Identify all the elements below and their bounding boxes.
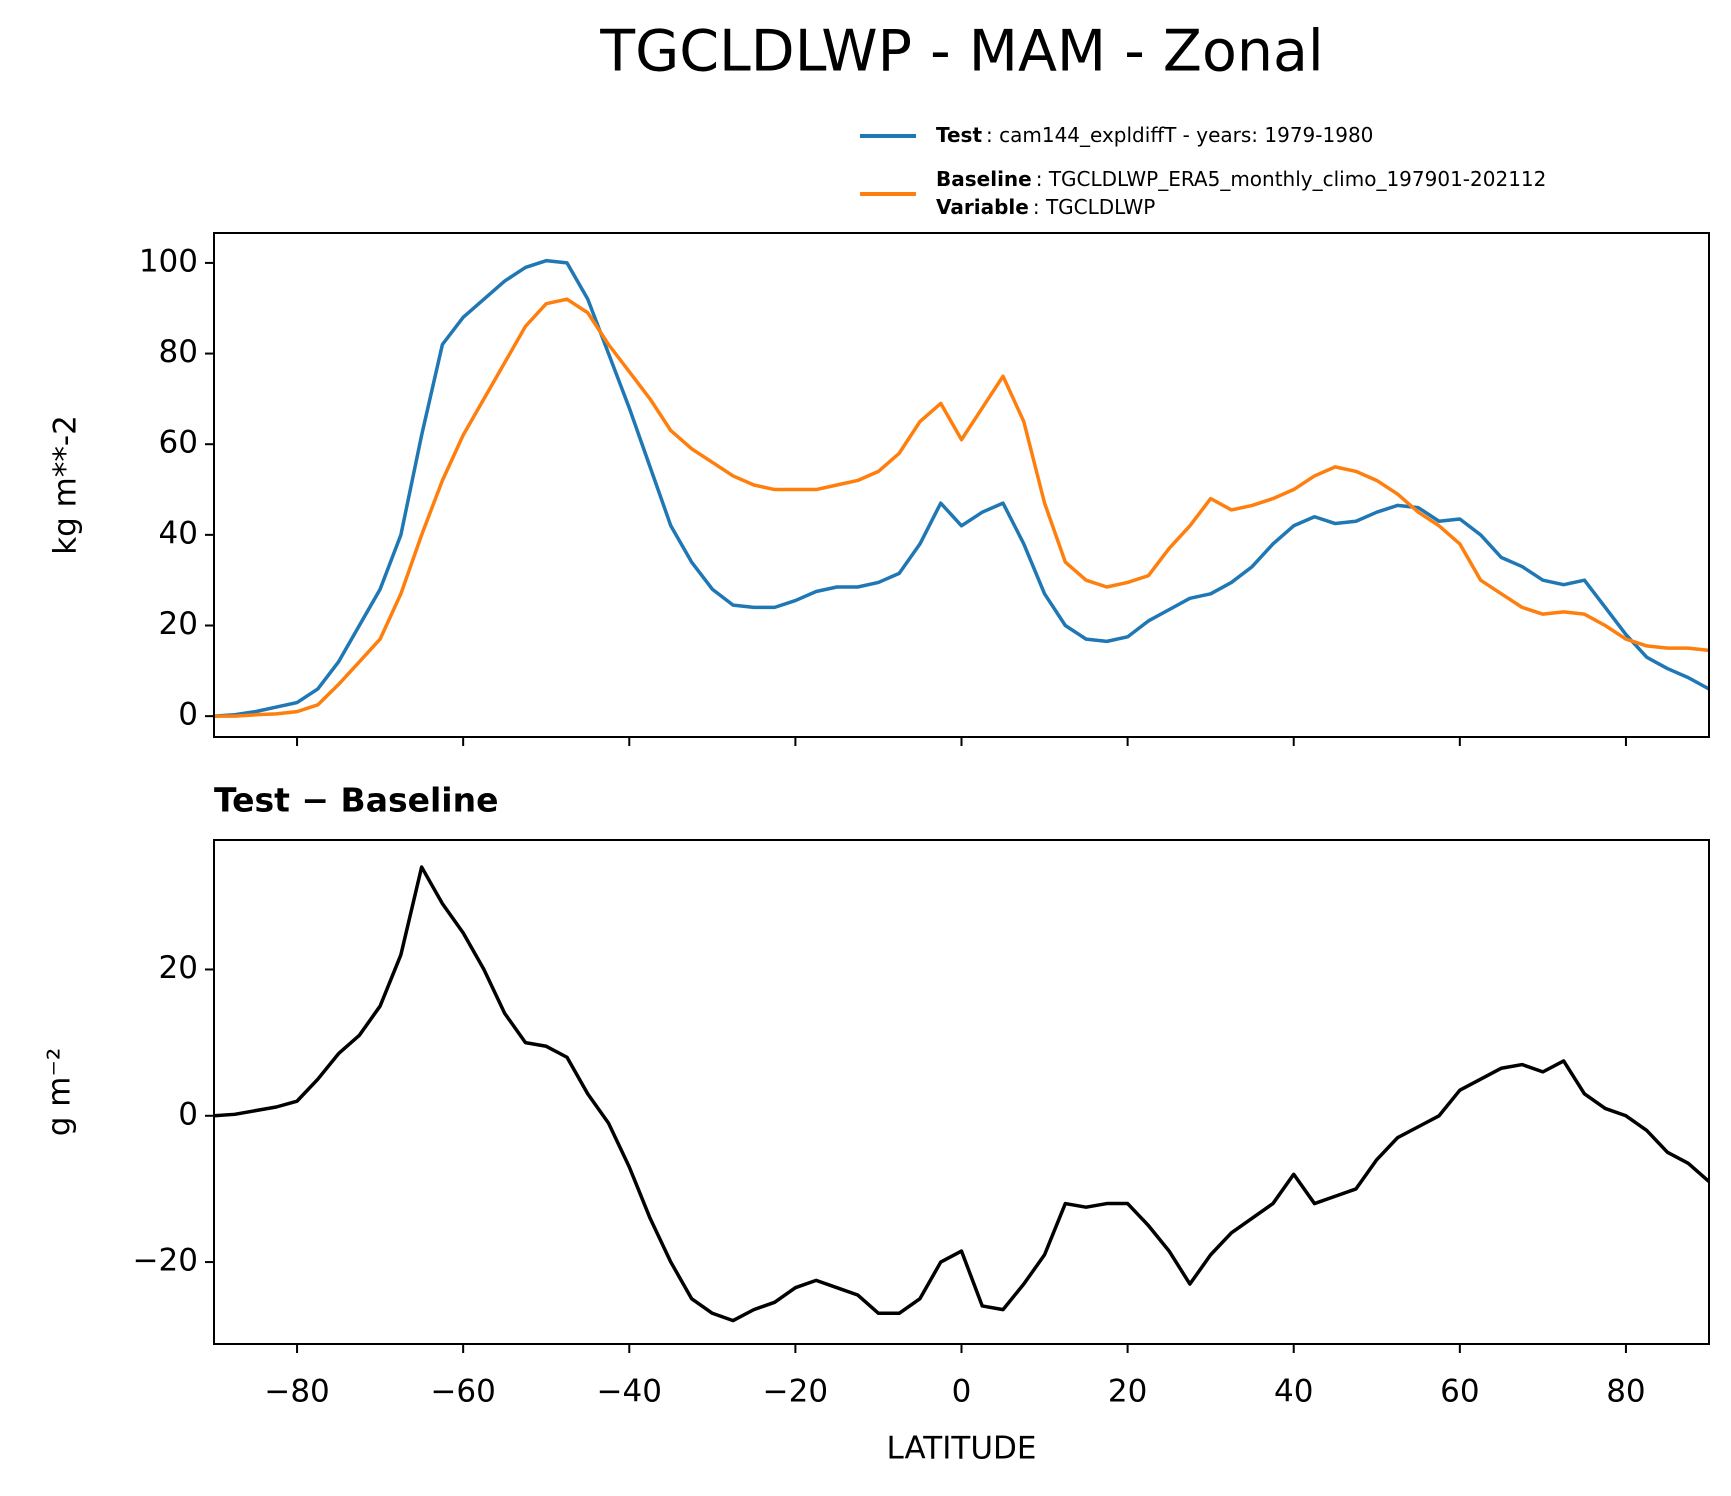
data-line bbox=[214, 297, 1709, 718]
subplot-title: Test − Baseline bbox=[214, 781, 499, 820]
data-line bbox=[214, 258, 1709, 718]
data-line bbox=[214, 865, 1709, 1323]
legend-label: Variable: TGCLDLWP bbox=[936, 195, 1155, 219]
y-tick-label: 80 bbox=[159, 334, 198, 370]
figure-title: TGCLDLWP - MAM - Zonal bbox=[599, 19, 1323, 85]
legend-name: Baseline bbox=[936, 167, 1032, 191]
legend-label: Test: cam144_expldiffT - years: 1979-198… bbox=[936, 123, 1373, 147]
x-tick-label: −60 bbox=[430, 1374, 495, 1410]
x-tick-label: 0 bbox=[952, 1374, 972, 1410]
y-tick-label: 40 bbox=[159, 515, 198, 551]
x-tick-label: 20 bbox=[1108, 1374, 1147, 1410]
y-tick-label: −20 bbox=[133, 1243, 198, 1279]
y-axis-label: g m⁻² bbox=[42, 1048, 78, 1137]
x-axis-label: LATITUDE bbox=[887, 1431, 1037, 1467]
legend-name: Test bbox=[936, 123, 982, 147]
y-tick-label: 0 bbox=[178, 697, 198, 733]
x-tick-label: 40 bbox=[1274, 1374, 1313, 1410]
legend-description: : TGCLDLWP_ERA5_monthly_climo_197901-202… bbox=[1036, 167, 1547, 191]
legend-description: : TGCLDLWP bbox=[1033, 195, 1155, 219]
y-tick-label: 20 bbox=[159, 606, 198, 642]
legend-label: Baseline: TGCLDLWP_ERA5_monthly_climo_19… bbox=[936, 167, 1546, 191]
x-tick-label: 80 bbox=[1606, 1374, 1645, 1410]
x-tick-label: −80 bbox=[264, 1374, 329, 1410]
legend-description: : cam144_expldiffT - years: 1979-1980 bbox=[986, 123, 1373, 147]
y-axis-label: kg m**-2 bbox=[48, 415, 84, 555]
legend-name: Variable bbox=[936, 195, 1029, 219]
y-tick-label: 100 bbox=[139, 243, 198, 279]
y-tick-label: 60 bbox=[159, 425, 198, 461]
axes-frame bbox=[213, 839, 1710, 1345]
x-tick-label: −40 bbox=[597, 1374, 662, 1410]
axes-frame bbox=[213, 232, 1710, 738]
y-tick-label: 20 bbox=[159, 950, 198, 986]
x-tick-label: −20 bbox=[763, 1374, 828, 1410]
x-tick-label: 60 bbox=[1440, 1374, 1479, 1410]
y-tick-label: 0 bbox=[178, 1096, 198, 1132]
